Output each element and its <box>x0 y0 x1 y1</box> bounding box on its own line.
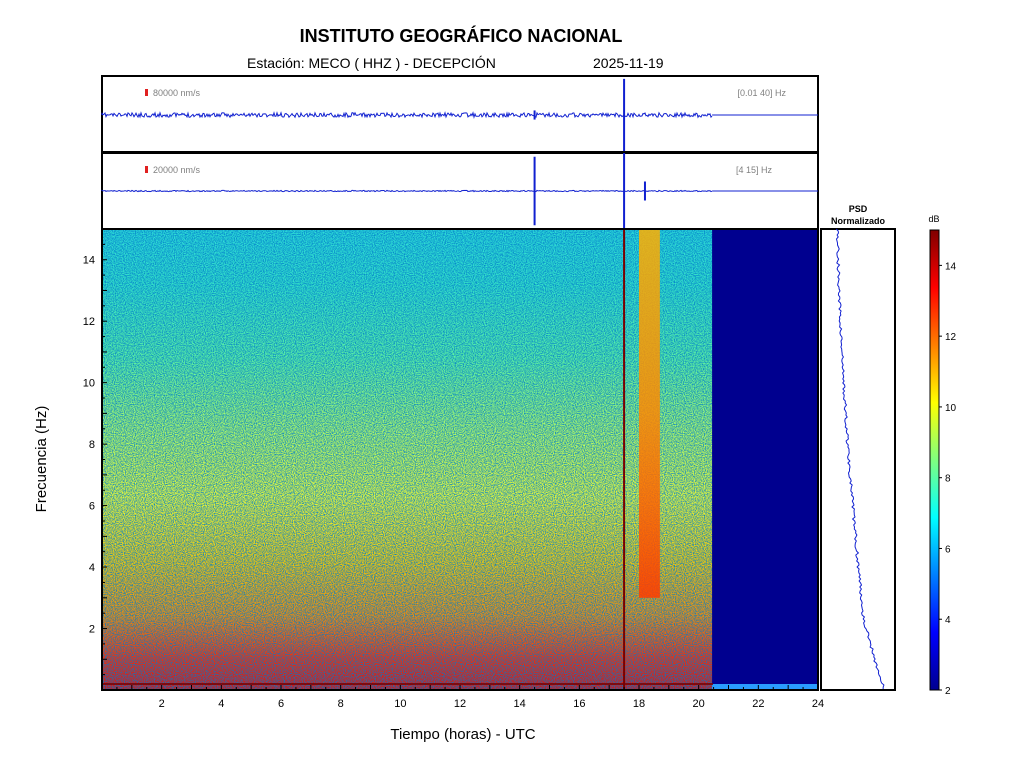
tremor-band <box>639 229 660 598</box>
x-tick-label: 16 <box>573 698 585 710</box>
x-tick-label: 22 <box>752 698 764 710</box>
scale-marker <box>145 166 148 173</box>
scale-marker <box>145 89 148 96</box>
x-axis-label: Tiempo (horas) - UTC <box>390 726 535 743</box>
waveform-trace <box>101 78 818 152</box>
psd-panel: PSD Normalizado <box>820 204 896 691</box>
trace-line <box>101 111 713 119</box>
x-tick-label: 10 <box>394 698 406 710</box>
psd-curve <box>835 228 885 690</box>
y-tick-label: 14 <box>83 255 95 267</box>
colorbar-tick-label: 12 <box>945 332 957 343</box>
waveform-trace <box>101 153 818 229</box>
x-tick-label: 2 <box>159 698 165 710</box>
colorbar-tick-label: 2 <box>945 686 951 697</box>
no-data-region <box>712 229 818 690</box>
psd-frame <box>820 228 896 691</box>
waveform-panel-filtered: 20000 nm/s [4 15] Hz <box>101 152 819 230</box>
x-tick-label: 6 <box>278 698 284 710</box>
x-tick-label: 24 <box>812 698 824 710</box>
waveform-panel-broadband: 80000 nm/s [0.01 40] Hz <box>101 75 819 153</box>
y-axis: 2 4 6 8 10 12 14 <box>83 243 107 676</box>
psd-title-line2: Normalizado <box>831 216 886 226</box>
y-tick-label: 2 <box>89 624 95 636</box>
y-tick-label: 12 <box>83 316 95 328</box>
psd-title-line1: PSD <box>849 204 868 214</box>
colorbar-label: dB <box>928 214 939 224</box>
x-tick-label: 18 <box>633 698 645 710</box>
colorbar-tick-label: 4 <box>945 615 951 626</box>
scale-label: 80000 nm/s <box>153 88 201 98</box>
x-tick-label: 4 <box>218 698 224 710</box>
trace-line <box>101 189 713 193</box>
y-tick-label: 10 <box>83 378 95 390</box>
band-label: [4 15] Hz <box>736 165 773 175</box>
colorbar-tick-label: 6 <box>945 544 951 555</box>
x-tick-label: 8 <box>338 698 344 710</box>
colorbar-tick-label: 14 <box>945 261 957 272</box>
x-axis: 2 4 6 8 10 12 14 16 18 20 22 24 <box>116 685 824 710</box>
station-label: Estación: MECO ( HHZ ) - DECEPCIÓN <box>247 55 496 71</box>
colorbar-tick-label: 8 <box>945 474 951 485</box>
date-label: 2025-11-19 <box>593 55 664 71</box>
x-tick-label: 12 <box>454 698 466 710</box>
no-data-low-band <box>712 684 818 690</box>
waveform-frame <box>101 75 819 153</box>
page-title: INSTITUTO GEOGRÁFICO NACIONAL <box>299 26 623 46</box>
x-tick-label: 20 <box>693 698 705 710</box>
band-label: [0.01 40] Hz <box>737 88 786 98</box>
colorbar-tick-label: 10 <box>945 403 957 414</box>
x-tick-label: 14 <box>514 698 526 710</box>
y-tick-label: 6 <box>89 501 95 513</box>
scale-label: 20000 nm/s <box>153 165 201 175</box>
colorbar-gradient <box>929 229 940 691</box>
y-tick-label: 8 <box>89 439 95 451</box>
spectrogram-noise <box>102 229 713 690</box>
colorbar-ticks: 2 4 6 8 10 12 14 <box>939 261 957 697</box>
y-axis-label: Frecuencia (Hz) <box>33 406 50 513</box>
y-tick-label: 4 <box>89 562 95 574</box>
colorbar: dB 2 4 6 8 10 12 14 <box>928 214 956 697</box>
